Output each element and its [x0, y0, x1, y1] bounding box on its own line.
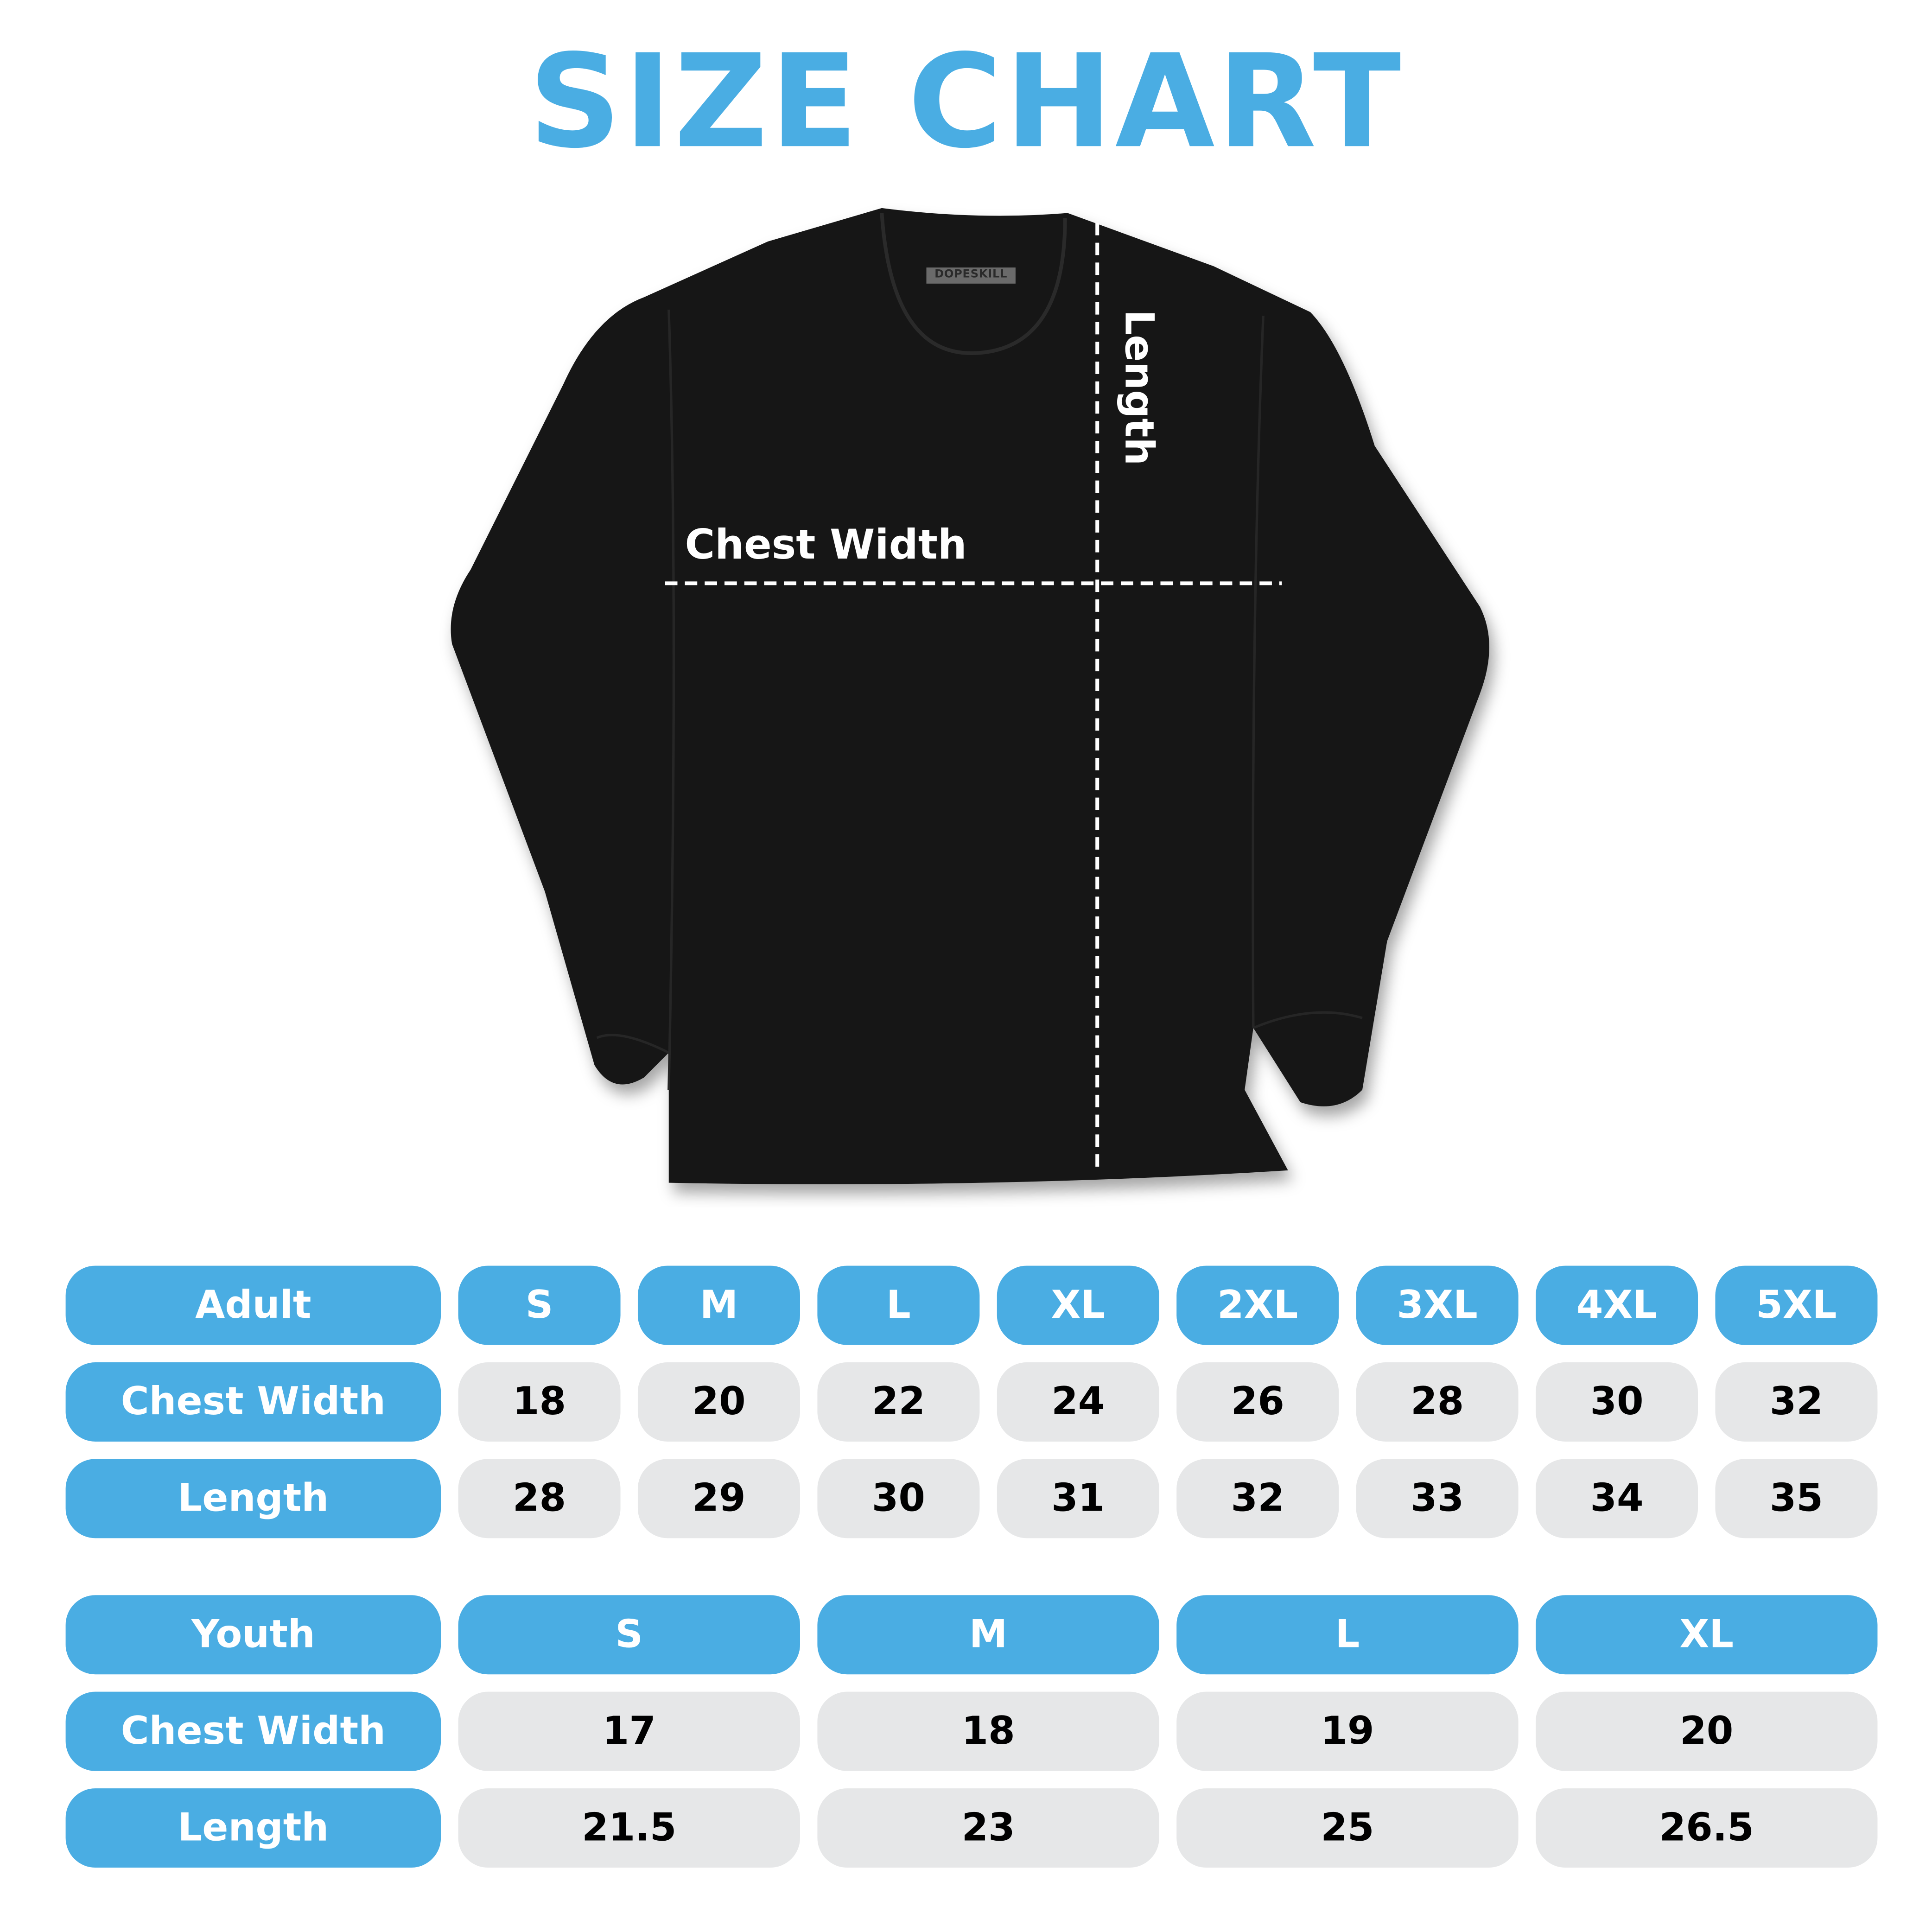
size-header: 3XL	[1356, 1265, 1519, 1345]
row-label: Adult	[65, 1265, 441, 1345]
measurement-cell: 18	[458, 1362, 621, 1442]
measurement-cell: 34	[1536, 1459, 1698, 1538]
size-header: XL	[1536, 1595, 1878, 1675]
measurement-cell: 23	[817, 1788, 1159, 1868]
size-header: M	[817, 1595, 1159, 1675]
measurement-cell: 30	[817, 1459, 980, 1538]
measurement-cell: 26	[1176, 1362, 1339, 1442]
measurement-cell: 26.5	[1536, 1788, 1878, 1868]
row-label: Length	[65, 1788, 441, 1868]
row-label: Chest Width	[65, 1362, 441, 1442]
length-label: Length	[1116, 309, 1163, 466]
measurement-cell: 31	[997, 1459, 1159, 1538]
measurement-cell: 35	[1715, 1459, 1878, 1538]
size-header: S	[458, 1595, 800, 1675]
size-header: L	[817, 1265, 980, 1345]
row-label: Length	[65, 1459, 441, 1538]
size-header: 5XL	[1715, 1265, 1878, 1345]
measurement-cell: 19	[1176, 1691, 1519, 1771]
shirt-image	[451, 208, 1489, 1184]
measurement-cell: 18	[817, 1691, 1159, 1771]
measurement-cell: 25	[1176, 1788, 1519, 1868]
measurement-cell: 20	[637, 1362, 800, 1442]
measurement-cell: 33	[1356, 1459, 1519, 1538]
brand-tag: DOPESKILL	[926, 267, 1016, 284]
measurement-cell: 17	[458, 1691, 800, 1771]
measurement-cell: 22	[817, 1362, 980, 1442]
size-header: XL	[997, 1265, 1159, 1345]
chest-width-label: Chest Width	[685, 520, 967, 569]
measurement-cell: 29	[637, 1459, 800, 1538]
size-header: 2XL	[1176, 1265, 1339, 1345]
measurement-cell: 30	[1536, 1362, 1698, 1442]
measurement-cell: 28	[1356, 1362, 1519, 1442]
measurement-cell: 28	[458, 1459, 621, 1538]
row-label: Youth	[65, 1595, 441, 1675]
row-label: Chest Width	[65, 1691, 441, 1771]
size-header: 4XL	[1536, 1265, 1698, 1345]
size-header: L	[1176, 1595, 1519, 1675]
size-header: S	[458, 1265, 621, 1345]
measurement-cell: 32	[1715, 1362, 1878, 1442]
size-header: M	[637, 1265, 800, 1345]
measurement-cell: 21.5	[458, 1788, 800, 1868]
measurement-cell: 32	[1176, 1459, 1339, 1538]
measurement-cell: 20	[1536, 1691, 1878, 1771]
measurement-cell: 24	[997, 1362, 1159, 1442]
page-title: SIZE CHART	[528, 26, 1404, 178]
